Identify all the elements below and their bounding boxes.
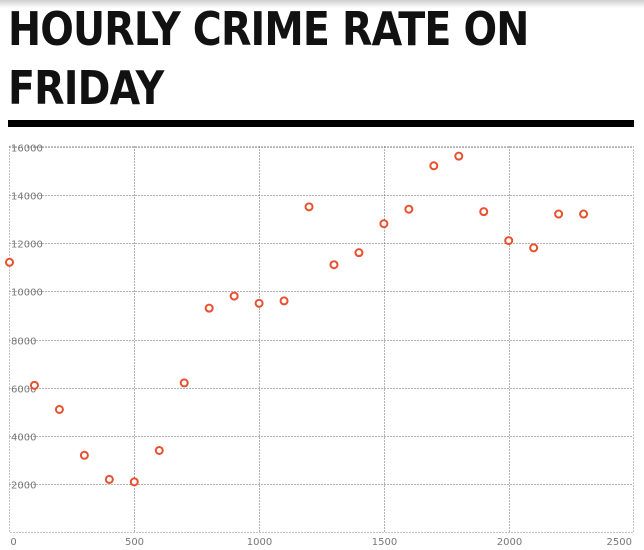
data-point — [29, 380, 39, 390]
top-shadow — [0, 0, 644, 8]
data-point — [54, 404, 64, 414]
y-tick-label: 2000 — [11, 481, 36, 492]
page-title: HOURLY CRIME RATE ON FRIDAY — [8, 2, 529, 115]
data-point — [354, 248, 364, 258]
x-tick-label: 1500 — [372, 537, 397, 548]
y-tick-label: 6000 — [11, 385, 36, 396]
data-point — [554, 209, 564, 219]
data-point — [454, 151, 464, 161]
y-tick-label: 8000 — [11, 337, 36, 348]
data-point — [579, 209, 589, 219]
data-point — [5, 257, 14, 267]
data-point — [404, 204, 414, 214]
data-point — [329, 260, 339, 270]
x-axis-ticks: 0 500 1000 1500 2000 2500 — [10, 537, 632, 548]
data-point — [79, 450, 89, 460]
y-axis-ticks: 2000 4000 6000 8000 10000 12000 14000 16000 — [11, 144, 43, 492]
data-point — [529, 243, 539, 253]
x-tick-label: 2000 — [497, 537, 522, 548]
x-tick-label: 1000 — [247, 537, 272, 548]
x-tick-label: 500 — [125, 537, 144, 548]
data-point — [254, 298, 264, 308]
x-tick-label: 2500 — [607, 537, 632, 548]
y-tick-label: 4000 — [11, 433, 36, 444]
y-tick-label: 12000 — [11, 240, 43, 251]
x-tick-label: 0 — [10, 537, 16, 548]
data-point — [429, 161, 439, 171]
data-point — [304, 202, 314, 212]
y-tick-label: 16000 — [11, 144, 43, 155]
plot-frame — [9, 146, 634, 533]
grid — [9, 146, 634, 533]
data-point — [279, 296, 289, 306]
data-point — [129, 477, 139, 487]
data-point — [154, 445, 164, 455]
data-point — [504, 236, 514, 246]
data-point — [479, 207, 489, 217]
data-point — [179, 378, 189, 388]
data-point — [104, 474, 114, 484]
y-tick-label: 14000 — [11, 192, 43, 203]
data-point — [204, 303, 214, 313]
data-points — [5, 151, 589, 487]
y-tick-label: 10000 — [11, 288, 43, 299]
data-point — [229, 291, 239, 301]
data-point — [379, 219, 389, 229]
title-rule — [8, 120, 634, 127]
